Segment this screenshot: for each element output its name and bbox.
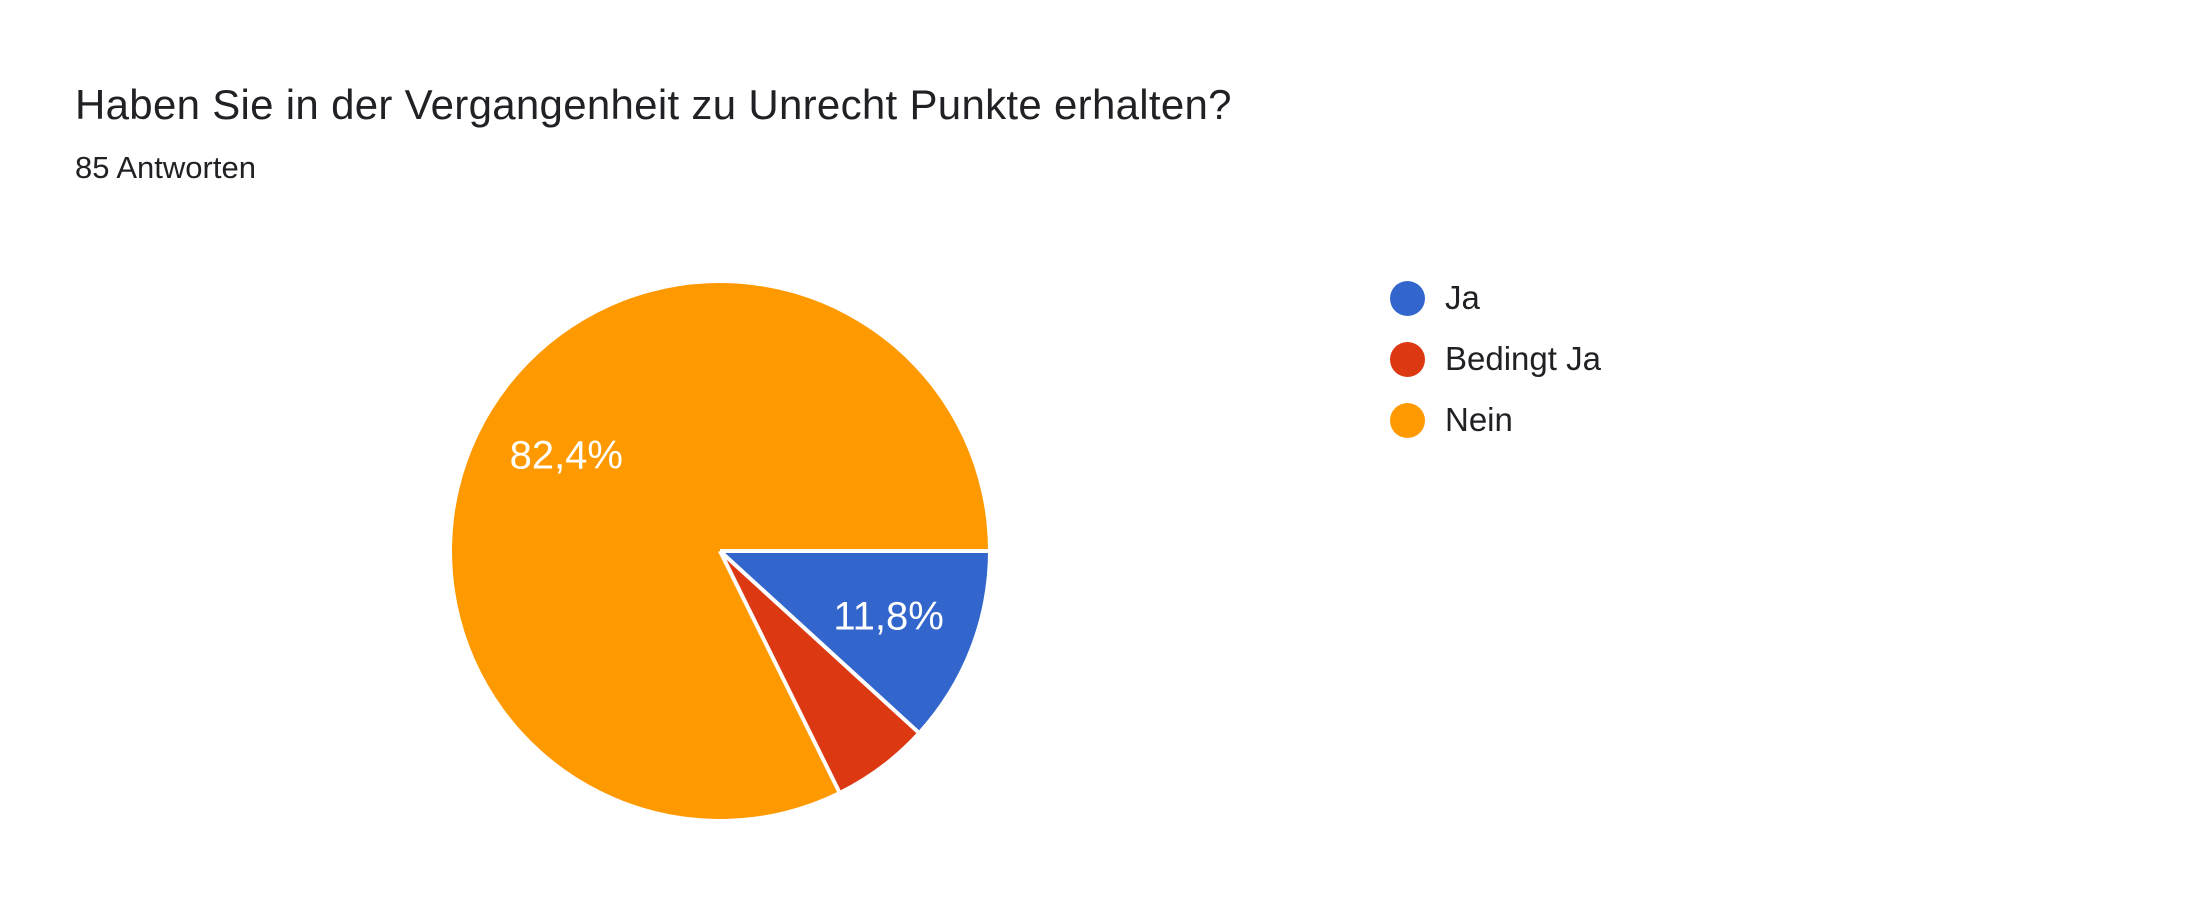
legend-label-ja: Ja [1445, 279, 1480, 316]
pie-slice-ja[interactable] [720, 551, 988, 732]
legend-swatch-nein [1390, 402, 1425, 438]
question-title: Haben Sie in der Vergangenheit zu Unrech… [75, 81, 1232, 128]
pie-slice-bedingt-ja[interactable] [720, 551, 918, 792]
legend-item-ja: Ja [1390, 279, 1601, 317]
response-count: 85 Antworten [75, 150, 256, 185]
pie-slice-label: 11,8% [833, 595, 943, 639]
pie-slice-label: 82,4% [510, 434, 623, 478]
legend-swatch-ja [1390, 280, 1425, 316]
legend-item-nein: Nein [1390, 401, 1601, 439]
legend-swatch-bedingt-ja [1390, 341, 1425, 377]
legend-label-bedingt-ja: Bedingt Ja [1445, 340, 1601, 377]
legend-label-nein: Nein [1445, 401, 1513, 438]
chart-legend: Ja Bedingt Ja Nein [1390, 279, 1601, 439]
legend-item-bedingt-ja: Bedingt Ja [1390, 340, 1601, 378]
slice-divider [718, 549, 920, 734]
slice-divider [718, 550, 841, 793]
